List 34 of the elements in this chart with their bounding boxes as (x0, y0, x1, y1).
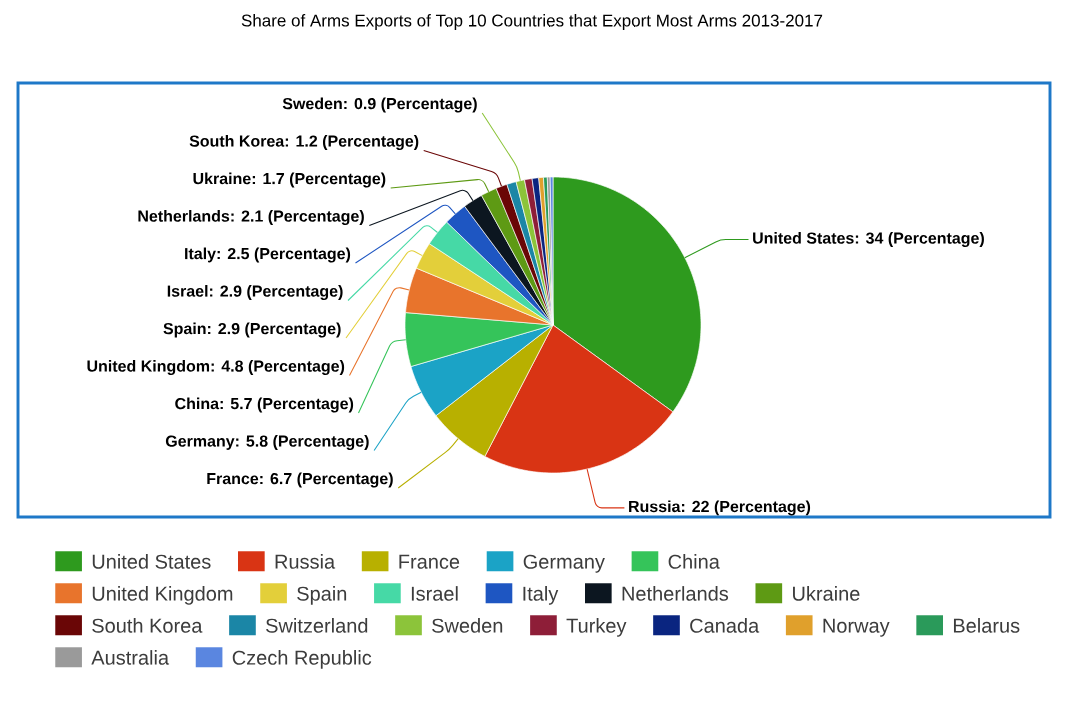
legend-label: Norway (823, 618, 890, 637)
legend-label: United Kingdom (92, 586, 233, 605)
data-label: Sweden: 0.9 (Percentage) (282, 97, 477, 113)
data-label: Spain: 2.9 (Percentage) (163, 322, 341, 338)
legend-label: China (668, 554, 720, 569)
legend-label: Canada (690, 618, 760, 633)
legend-label: Czech Republic (232, 650, 372, 669)
data-label: Israel: 2.9 (Percentage) (167, 285, 343, 300)
data-label: Germany: 5.8 (Percentage) (165, 435, 369, 450)
data-label: Russia: 22 (Percentage) (629, 500, 811, 516)
data-label: United States: 34 (Percentage) (753, 232, 984, 247)
chart-title: Share of Arms Exports of Top 10 Countries that Export Most Arms 2013-2017 (241, 14, 823, 30)
data-label: Italy: 2.5 (Percentage) (185, 247, 351, 263)
data-label: South Korea: 1.2 (Percentage) (189, 135, 419, 150)
legend-label: Israel (411, 586, 458, 601)
legend-label: Russia (275, 554, 336, 569)
data-label: Ukraine: 1.7 (Percentage) (193, 172, 386, 188)
legend-label: Switzerland (266, 618, 368, 633)
legend-label: Turkey (566, 618, 627, 637)
legend-label: Sweden (432, 618, 503, 633)
legend-label: Germany (523, 554, 605, 573)
legend-label: France (399, 554, 460, 569)
legend-label: Ukraine (793, 586, 860, 601)
data-label: Netherlands: 2.1 (Percentage) (138, 210, 364, 225)
legend-label: Italy (523, 586, 559, 605)
data-label: France: 6.7 (Percentage) (207, 472, 393, 488)
legend-label: United States (92, 554, 211, 569)
legend-label: Spain (297, 586, 347, 605)
data-label: United Kingdom: 4.8 (Percentage) (87, 360, 345, 375)
data-label: China: 5.7 (Percentage) (175, 397, 354, 413)
legend-label: Australia (91, 650, 170, 665)
legend-label: Belarus (953, 618, 1020, 633)
legend-label: Netherlands (622, 586, 729, 601)
legend-label: South Korea (92, 618, 203, 633)
